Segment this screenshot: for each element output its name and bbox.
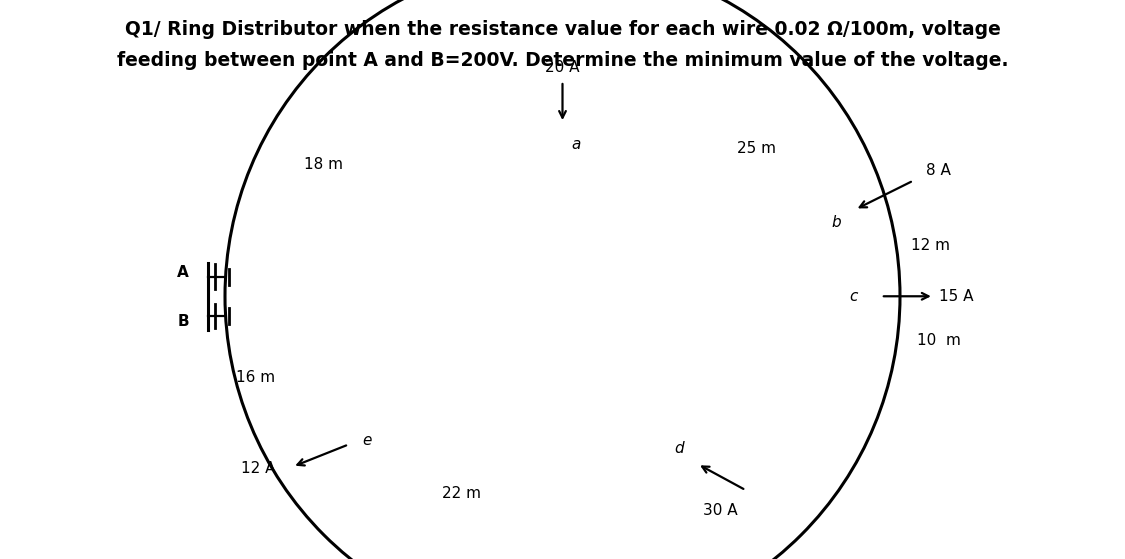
Text: 30 A: 30 A	[703, 503, 737, 518]
Text: e: e	[362, 433, 371, 448]
Text: c: c	[849, 289, 857, 304]
Text: B: B	[178, 314, 189, 329]
Text: 16 m: 16 m	[236, 370, 276, 385]
Text: 20 A: 20 A	[546, 60, 579, 75]
Text: A: A	[178, 265, 189, 280]
Text: a: a	[572, 137, 580, 152]
Text: 12 m: 12 m	[911, 239, 951, 253]
Text: 15 A: 15 A	[939, 289, 974, 304]
Text: 10  m: 10 m	[917, 334, 961, 348]
Text: b: b	[831, 215, 842, 230]
Text: 12 A: 12 A	[241, 461, 276, 476]
Text: 18 m: 18 m	[304, 158, 343, 172]
Text: 22 m: 22 m	[442, 486, 480, 501]
Text: 8 A: 8 A	[926, 163, 951, 178]
Text: 25 m: 25 m	[737, 141, 776, 155]
Text: feeding between point A and B=200V. Determine the minimum value of the voltage.: feeding between point A and B=200V. Dete…	[117, 51, 1008, 70]
Text: d: d	[674, 440, 684, 456]
Text: Q1/ Ring Distributor when the resistance value for each wire 0.02 Ω/100m, voltag: Q1/ Ring Distributor when the resistance…	[125, 20, 1000, 39]
